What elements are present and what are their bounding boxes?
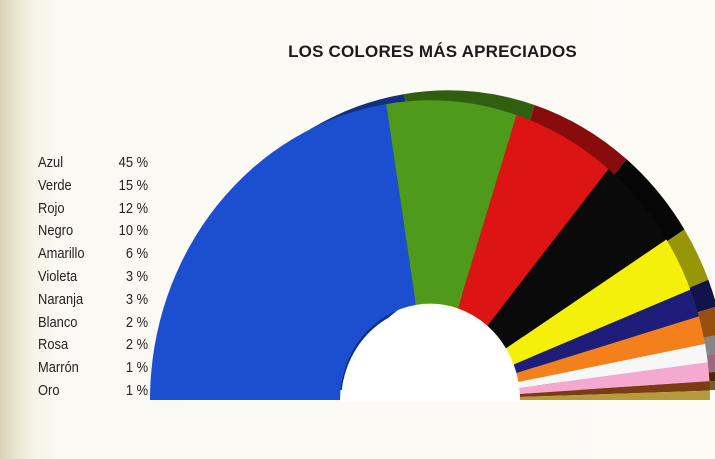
legend-item-blanco: Blanco 2 %	[38, 314, 148, 337]
legend-value: 1 %	[125, 381, 149, 399]
legend-label: Naranja	[38, 290, 84, 308]
legend-value: 10 %	[118, 222, 149, 240]
legend-item-negro: Negro 10 %	[38, 222, 148, 245]
legend-value: 3 %	[125, 290, 149, 308]
slice-violeta	[513, 289, 699, 374]
legend-label: Rosa	[38, 336, 69, 354]
slice-azul	[150, 104, 416, 400]
slice-negro	[487, 169, 667, 349]
legend-label: Violeta	[38, 267, 78, 285]
slice-naranja	[516, 316, 706, 382]
slice-oro	[519, 390, 710, 400]
legend: Azul 45 % Verde 15 % Rojo 12 % Negro 10 % Am…	[38, 154, 148, 405]
legend-label: Negro	[38, 222, 74, 240]
legend-label: Amarillo	[38, 245, 85, 263]
legend-label: Marrón	[38, 359, 79, 377]
legend-value: 2 %	[125, 336, 149, 354]
slice-rosa	[519, 362, 710, 394]
legend-label: Rojo	[38, 199, 65, 217]
legend-value: 2 %	[125, 313, 149, 331]
legend-value: 1 %	[125, 359, 149, 377]
legend-label: Azul	[38, 154, 64, 171]
legend-item-verde: Verde 15 %	[38, 177, 148, 200]
legend-item-oro: Oro 1 %	[38, 382, 148, 405]
legend-label: Verde	[38, 176, 72, 194]
legend-item-marron: Marrón 1 %	[38, 359, 148, 382]
legend-item-violeta: Violeta 3 %	[38, 268, 148, 291]
legend-item-azul: Azul 45 %	[38, 154, 148, 177]
legend-item-rojo: Rojo 12 %	[38, 200, 148, 223]
slice-marrón	[519, 381, 710, 397]
chart-title: LOS COLORES MÁS APRECIADOS	[288, 42, 577, 61]
legend-item-amarillo: Amarillo 6 %	[38, 245, 148, 268]
legend-value: 45 %	[118, 154, 149, 171]
slice-rojo	[457, 115, 609, 326]
legend-label: Blanco	[38, 313, 78, 331]
donut-hole	[341, 306, 519, 402]
slice-verde	[386, 100, 517, 309]
chart-slices	[150, 90, 715, 402]
slice-amarillo	[505, 239, 691, 365]
legend-value: 15 %	[118, 176, 149, 194]
slice-blanco	[518, 343, 708, 388]
legend-value: 3 %	[125, 267, 149, 285]
legend-label: Oro	[38, 381, 60, 399]
legend-value: 6 %	[125, 245, 149, 263]
legend-value: 12 %	[118, 199, 149, 217]
legend-item-naranja: Naranja 3 %	[38, 291, 148, 314]
legend-item-rosa: Rosa 2 %	[38, 336, 148, 359]
